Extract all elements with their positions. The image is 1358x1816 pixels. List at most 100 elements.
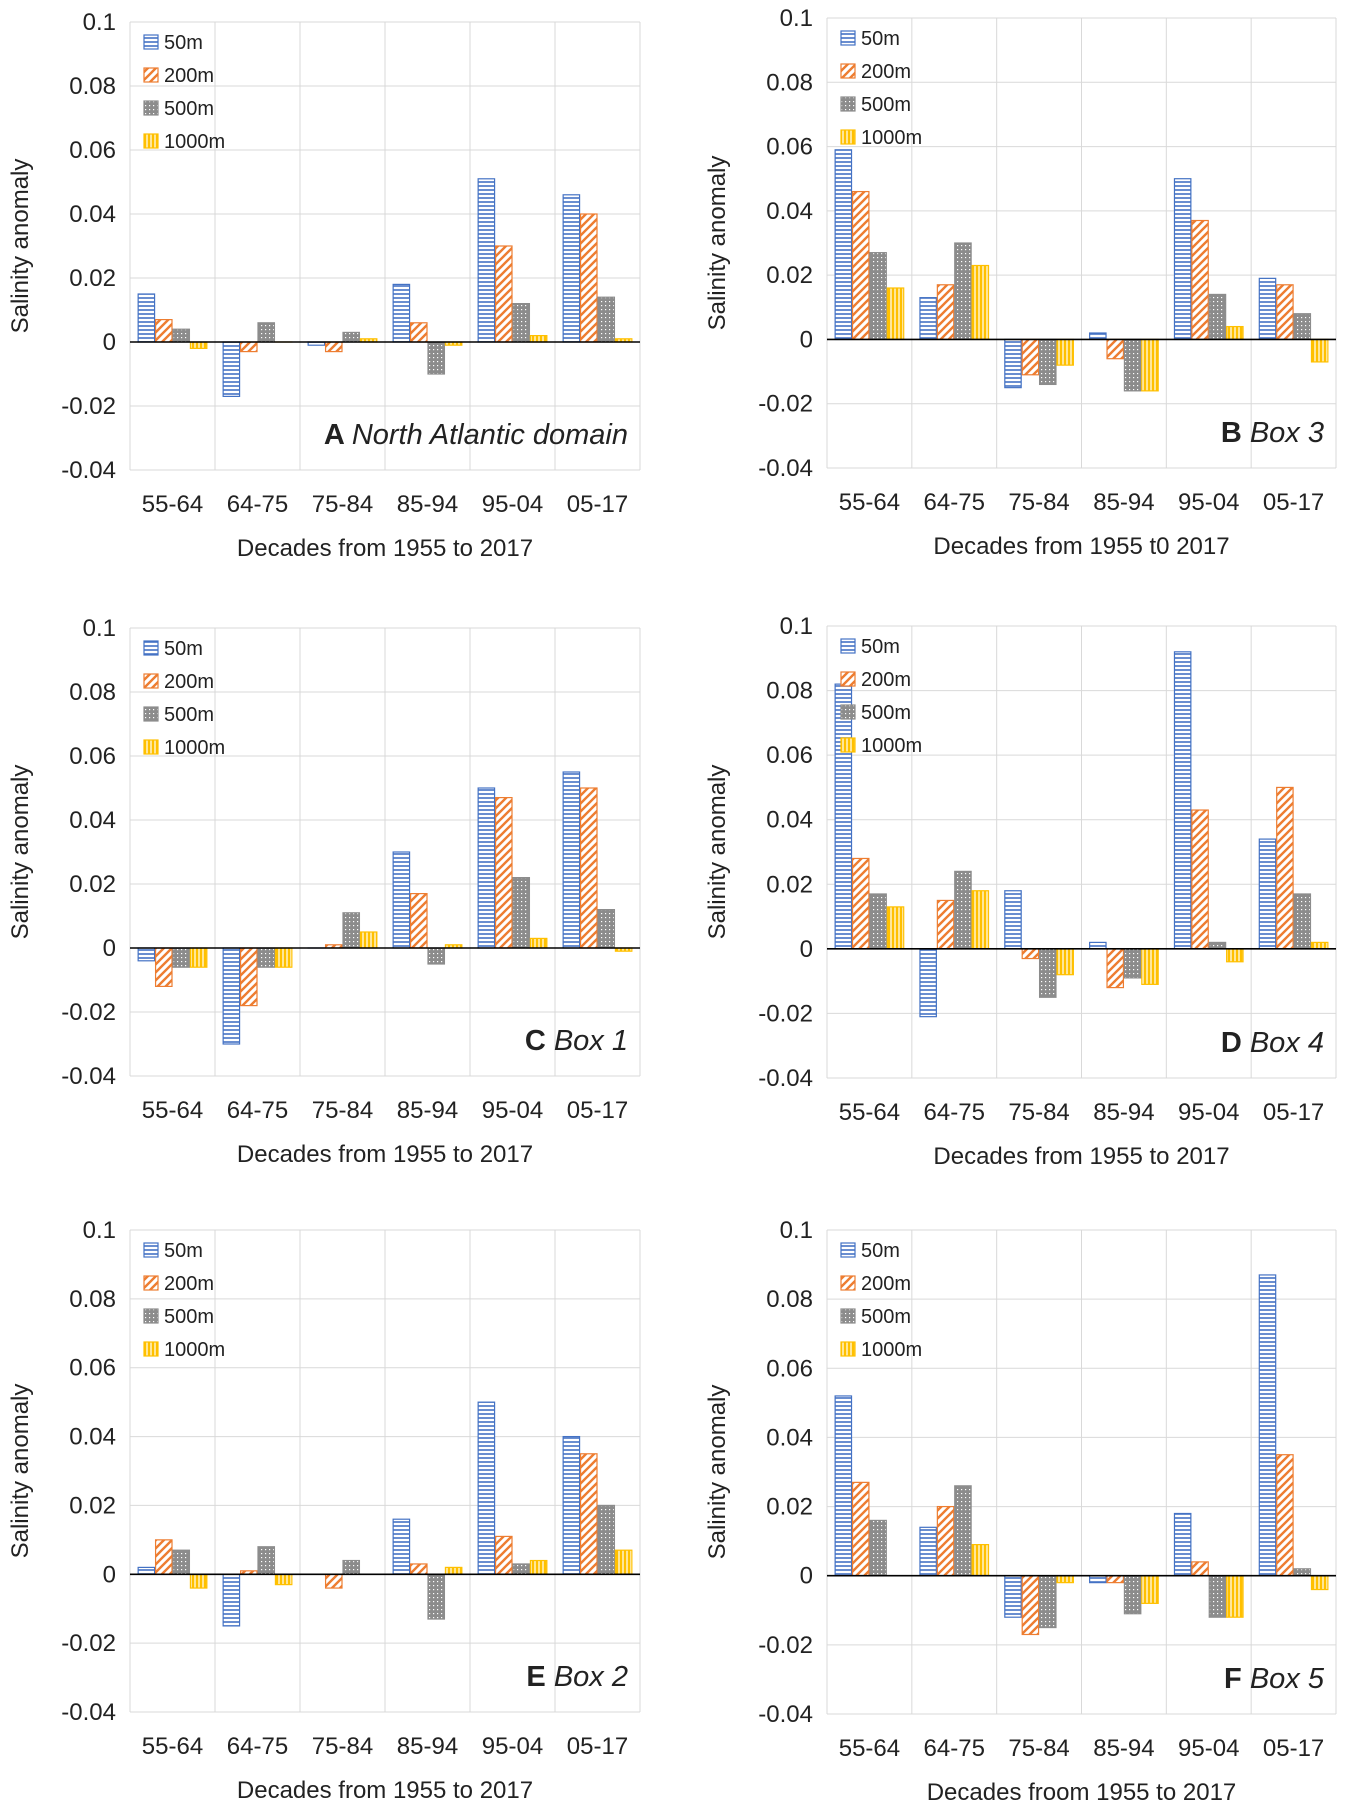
bar-500m-55-64 <box>172 947 191 968</box>
x-tick-label: 85-94 <box>1093 1735 1154 1762</box>
bar-1000m-95-04 <box>529 1559 548 1575</box>
bar-200m-64-75 <box>239 341 258 353</box>
bar-200m-05-17 <box>1276 284 1294 341</box>
y-tick-label: 0.02 <box>69 871 116 898</box>
bar-200m-75-84 <box>324 341 343 353</box>
bar-1000m-05-17 <box>1310 941 1329 950</box>
chart-panel-e: 0.1 0.08 0.06 0.04 0.02 0 -0.02 -0.04 55-64 64-75… <box>7 1217 641 1804</box>
legend-swatch-50m <box>840 638 856 654</box>
x-axis-title: Decades from 1955 to 2017 <box>237 1141 533 1168</box>
legend-label: 200m <box>164 671 214 693</box>
legend-swatch-1000m <box>840 1341 856 1357</box>
legend-label: 1000m <box>164 737 225 759</box>
bar-50m-95-04 <box>1173 178 1192 341</box>
y-tick-label: 0.04 <box>69 807 116 834</box>
y-tick-label: 0.04 <box>766 1424 813 1451</box>
x-tick-label: 64-75 <box>924 1099 985 1126</box>
legend-swatch-1000m <box>840 737 856 753</box>
bar-1000m-95-04 <box>1226 1575 1244 1618</box>
bar-500m-64-75 <box>954 242 972 341</box>
bar-50m-75-84 <box>1004 338 1022 389</box>
legend-swatch-50m <box>840 1242 856 1258</box>
x-axis-title: Decades from 1955 to 2017 <box>237 1777 533 1804</box>
bar-1000m-55-64 <box>189 947 208 968</box>
y-tick-label: 0.1 <box>780 613 813 640</box>
y-tick-label: 0 <box>800 1563 813 1590</box>
legend: 50m 200m 500m 1000m <box>840 636 922 757</box>
panel-title: Box 1 <box>554 1025 628 1057</box>
legend-swatch-500m <box>143 1308 159 1324</box>
bar-200m-64-75 <box>936 1505 955 1577</box>
panel-label: C Box 1 <box>525 1025 628 1057</box>
bar-1000m-85-94 <box>1141 1575 1159 1604</box>
legend-label: 50m <box>164 638 203 660</box>
bar-50m-64-75 <box>919 948 937 1018</box>
legend: 50m 200m 500m 1000m <box>143 1240 225 1361</box>
y-tick-label: -0.02 <box>61 1630 116 1657</box>
bar-1000m-64-75 <box>971 1543 990 1577</box>
bar-50m-75-84 <box>1004 1575 1022 1618</box>
legend-label: 500m <box>861 702 911 724</box>
y-tick-label: 0.04 <box>69 1424 116 1451</box>
y-tick-label: 0.1 <box>83 615 116 642</box>
x-axis-title: Decades from 1955 to 2017 <box>237 535 533 562</box>
y-tick-label: 0.06 <box>69 137 116 164</box>
legend-swatch-200m <box>143 67 159 83</box>
x-tick-label: 64-75 <box>227 491 288 518</box>
legend-label: 500m <box>164 1306 214 1328</box>
legend-swatch-1000m <box>143 133 159 149</box>
legend-swatch-50m <box>143 34 159 50</box>
bar-500m-55-64 <box>172 1549 191 1575</box>
legend-swatch-200m <box>143 673 159 689</box>
x-tick-label: 75-84 <box>312 1733 373 1760</box>
x-tick-label: 55-64 <box>142 1733 203 1760</box>
bar-1000m-55-64 <box>886 906 905 950</box>
bar-500m-85-94 <box>1123 948 1142 979</box>
bar-50m-85-94 <box>1089 941 1107 950</box>
bar-500m-64-75 <box>257 322 276 343</box>
bar-50m-55-64 <box>137 947 156 962</box>
panel-letter: D <box>1221 1027 1250 1059</box>
y-tick-label: 0.02 <box>766 1494 813 1521</box>
legend-swatch-500m <box>143 706 159 722</box>
legend-label: 200m <box>164 1273 214 1295</box>
legend-label: 1000m <box>164 131 225 153</box>
bar-500m-64-75 <box>257 947 276 968</box>
bar-1000m-64-75 <box>274 1573 293 1586</box>
bar-200m-95-04 <box>494 245 513 343</box>
legend-label: 50m <box>861 636 900 658</box>
bar-500m-05-17 <box>597 296 616 343</box>
legend-swatch-200m <box>840 1275 856 1291</box>
bar-200m-55-64 <box>851 857 870 950</box>
bar-50m-05-17 <box>562 771 581 949</box>
y-axis-title: Salinity anomaly <box>704 156 731 331</box>
y-tick-label: 0.08 <box>766 1286 813 1313</box>
bar-1000m-55-64 <box>189 341 208 350</box>
panel-letter: C <box>525 1025 554 1057</box>
panel-label: D Box 4 <box>1221 1027 1324 1059</box>
x-tick-label: 05-17 <box>1263 1735 1324 1762</box>
bar-200m-85-94 <box>1106 948 1125 989</box>
panel-letter: E <box>526 1661 553 1693</box>
y-tick-label: 0.06 <box>69 743 116 770</box>
bar-500m-64-75 <box>954 1485 972 1577</box>
y-tick-label: 0.04 <box>766 198 813 225</box>
x-tick-label: 75-84 <box>312 491 373 518</box>
bar-200m-85-94 <box>1106 338 1125 360</box>
y-tick-label: -0.02 <box>61 393 116 420</box>
chart-panel-d: 0.1 0.08 0.06 0.04 0.02 0 -0.02 -0.04 55-64 64-75… <box>704 613 1337 1170</box>
bar-500m-85-94 <box>427 947 446 965</box>
bar-1000m-85-94 <box>1141 948 1159 985</box>
bar-200m-85-94 <box>409 1563 428 1575</box>
legend-label: 200m <box>164 65 214 87</box>
bar-200m-95-04 <box>1191 219 1209 341</box>
bar-200m-95-04 <box>494 1535 513 1575</box>
panel-label: E Box 2 <box>526 1661 628 1693</box>
panel-label: A North Atlantic domain <box>324 419 628 451</box>
x-tick-label: 55-64 <box>839 1735 900 1762</box>
legend-swatch-200m <box>840 671 856 687</box>
bar-50m-64-75 <box>222 947 241 1045</box>
chart-panel-c: 0.1 0.08 0.06 0.04 0.02 0 -0.02 -0.04 55-64 64-75… <box>7 615 641 1168</box>
y-tick-label: 0 <box>103 1561 116 1588</box>
